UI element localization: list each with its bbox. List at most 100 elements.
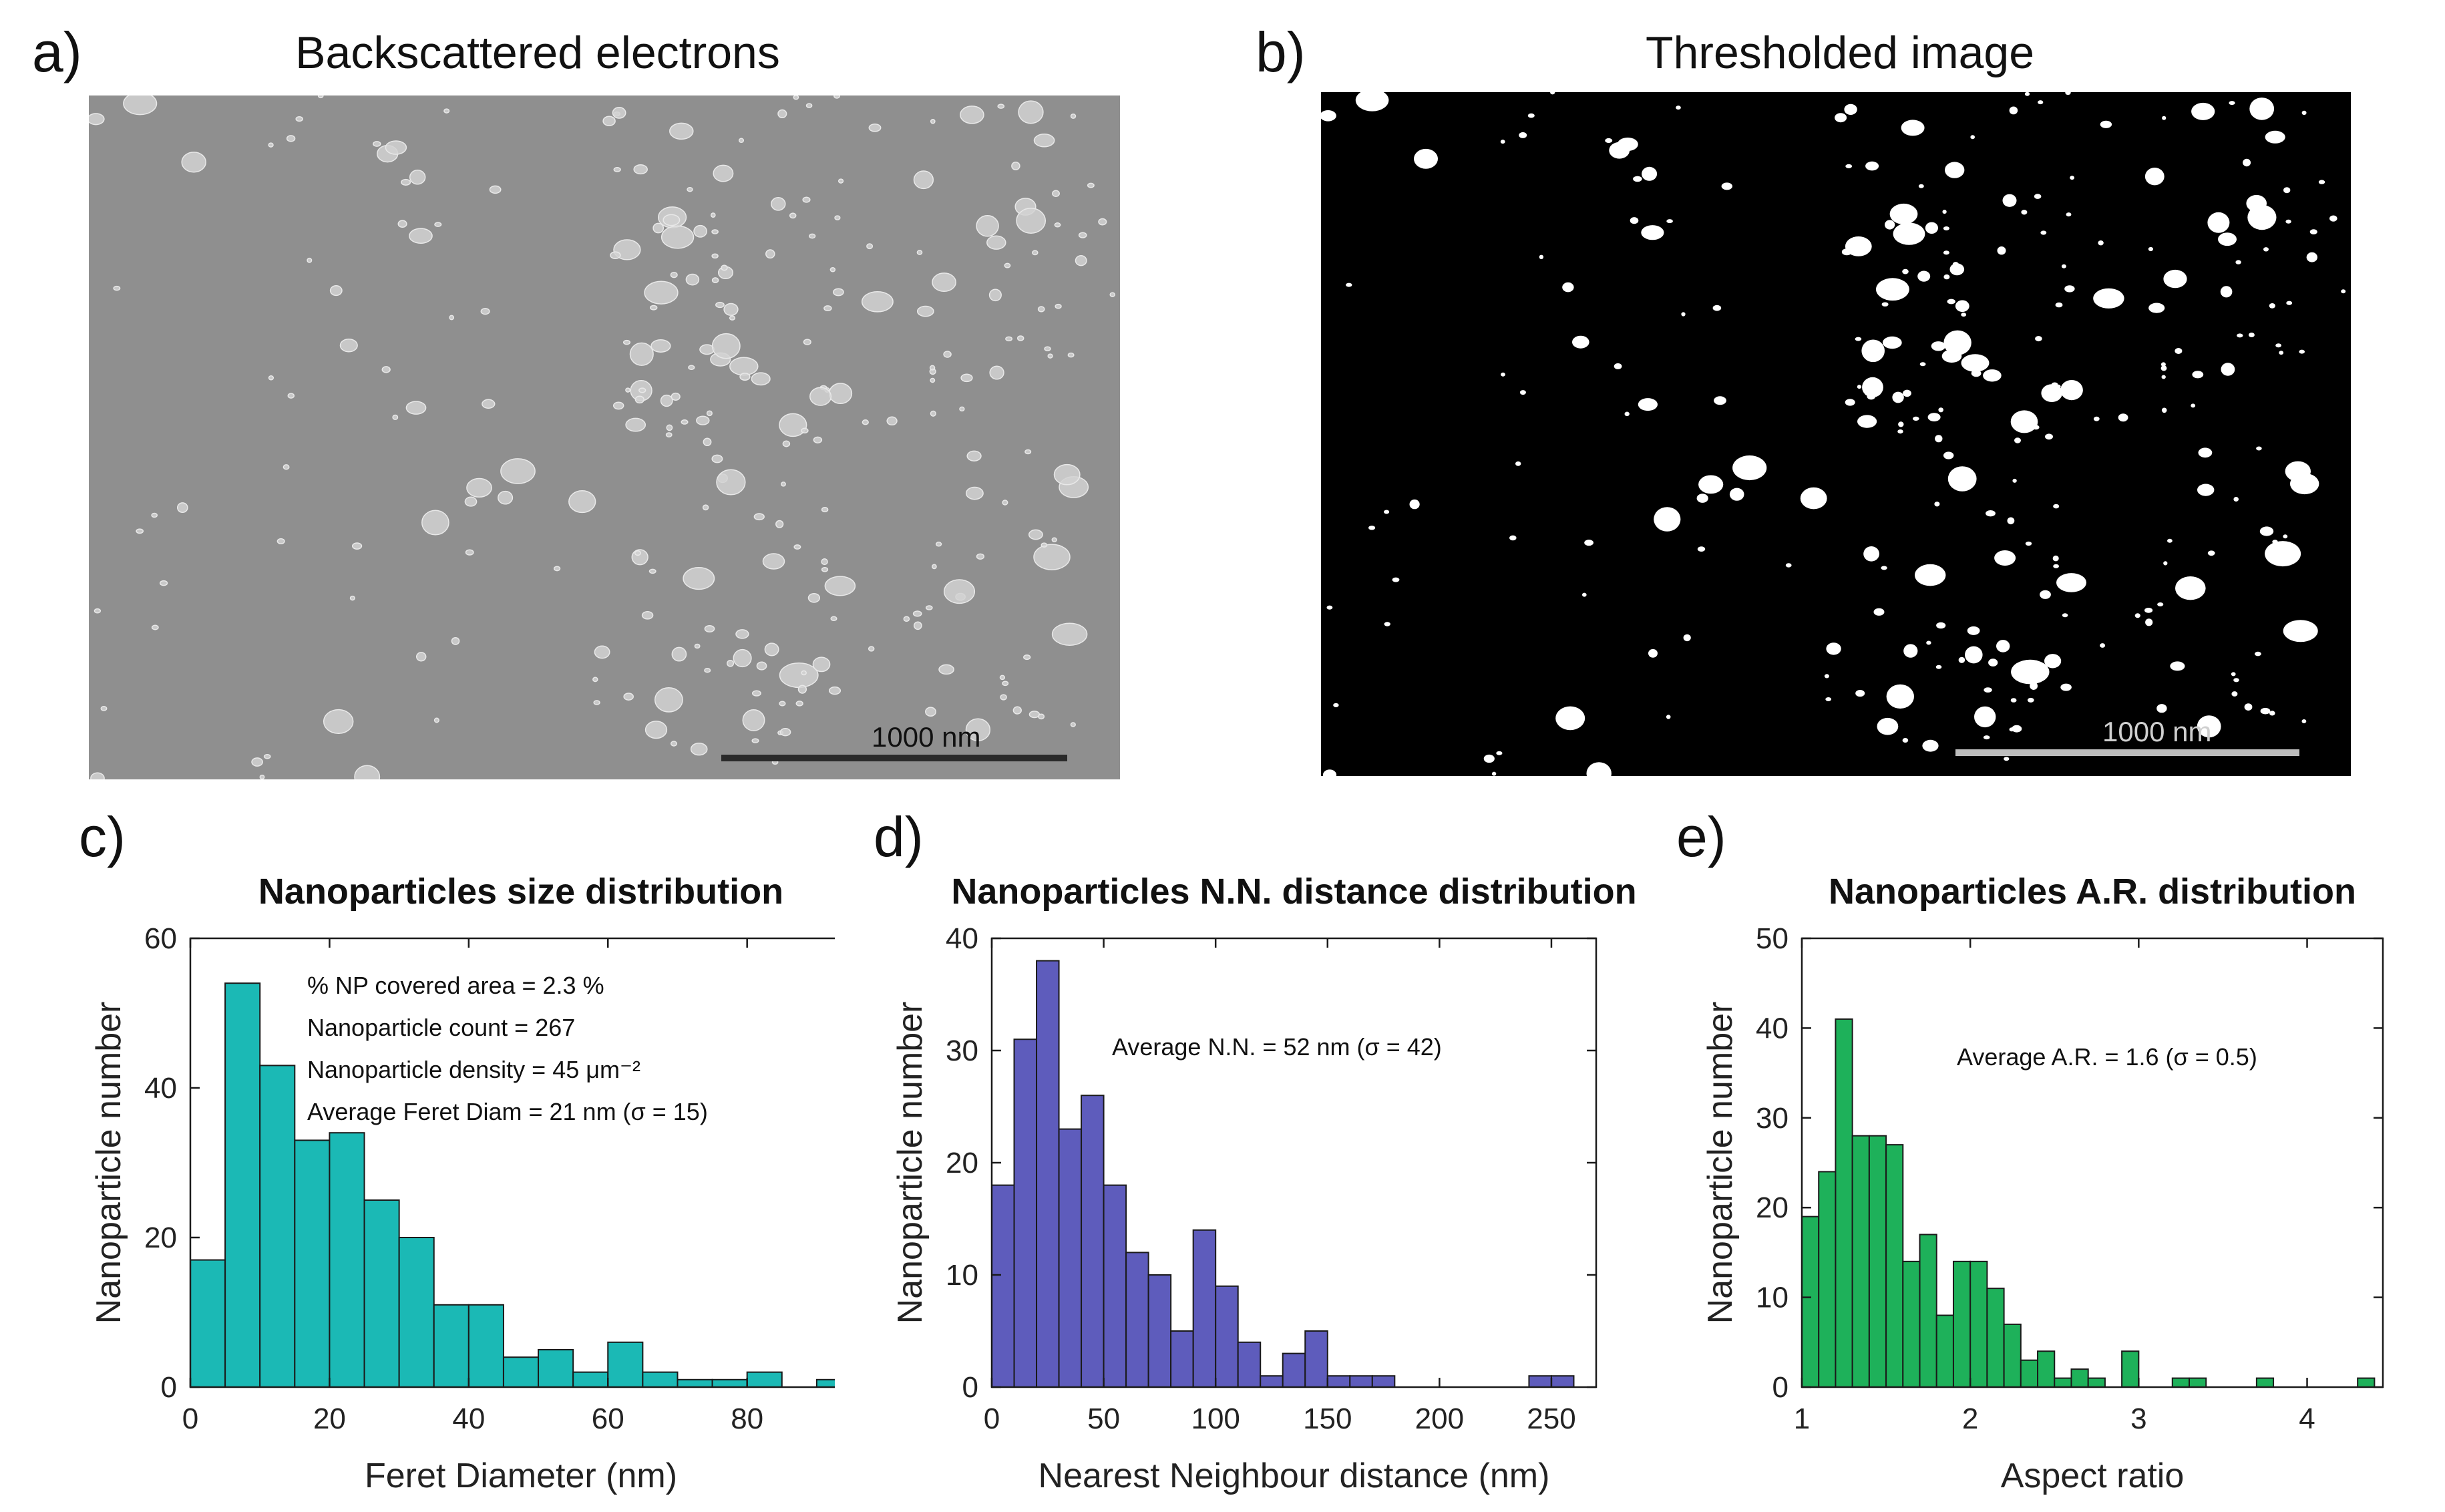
particle [1642, 166, 1658, 181]
particle [1519, 390, 1526, 395]
particle [795, 701, 803, 707]
particle [1931, 341, 1946, 351]
histogram-bar [1326, 1375, 1351, 1388]
particle [777, 109, 787, 119]
particle [443, 108, 450, 114]
particle [650, 339, 671, 353]
x-tick-label: 1 [1794, 1402, 1810, 1435]
histogram-bar [2255, 1377, 2275, 1388]
particle [2198, 447, 2213, 458]
histogram-bar [2087, 1377, 2106, 1388]
x-tick-label: 0 [984, 1402, 1000, 1435]
particle [1913, 416, 1919, 421]
particle [2167, 538, 2173, 543]
particle [397, 220, 407, 228]
particle [434, 222, 442, 227]
particle [1012, 706, 1022, 715]
sem-scale-bar-label: 1000 nm [872, 721, 981, 753]
particle [797, 685, 807, 694]
panel-d-label: d) [874, 805, 924, 868]
particle [2044, 654, 2062, 669]
particle [2301, 719, 2307, 723]
particle [2265, 541, 2301, 567]
nn-distance-chart: Nanoparticles N.N. distance distribution… [891, 872, 1637, 1495]
particle [1638, 398, 1658, 411]
particle [381, 366, 391, 373]
particle [903, 616, 910, 622]
particle [602, 116, 616, 126]
particle [2243, 158, 2251, 167]
particle [2272, 540, 2278, 544]
chart-title: Nanoparticles A.R. distribution [1829, 872, 2356, 912]
histogram-bar [1550, 1375, 1575, 1388]
particle [480, 308, 490, 315]
particle [623, 693, 634, 701]
particle [830, 616, 837, 622]
particle [1974, 706, 1996, 728]
particle [716, 469, 746, 496]
particle [1515, 461, 1521, 466]
particle [801, 670, 807, 676]
particle [373, 141, 381, 147]
particle [1902, 738, 1909, 743]
particle [1893, 222, 1925, 245]
particle [738, 138, 745, 144]
particle [2007, 517, 2015, 525]
particle [2260, 707, 2271, 715]
particle [812, 656, 831, 673]
particle [711, 277, 719, 284]
particle [634, 550, 642, 556]
particle [1047, 353, 1053, 359]
particle [929, 365, 936, 371]
particle [2025, 541, 2032, 546]
particle [916, 250, 923, 255]
particle [1996, 640, 2010, 652]
particle [1915, 564, 1946, 586]
particle [2012, 725, 2022, 733]
y-axis-label: Nanoparticle number [891, 1002, 930, 1324]
particle [932, 564, 937, 570]
particle [824, 576, 856, 596]
x-tick-label: 3 [2130, 1402, 2146, 1435]
particle [1729, 488, 1744, 501]
particle [610, 251, 621, 260]
particle [1983, 369, 2002, 382]
particle [2062, 613, 2068, 618]
particle [593, 700, 600, 705]
particle [711, 333, 741, 359]
y-axis-label: Nanoparticle number [89, 1002, 128, 1324]
particle [965, 718, 991, 741]
y-tick-label: 0 [161, 1371, 177, 1404]
particle [1901, 120, 1925, 136]
particle [1866, 547, 1873, 552]
particle [1483, 754, 1495, 763]
particle [2170, 661, 2185, 671]
particle [159, 580, 168, 586]
particle [1825, 697, 1832, 701]
particle [1676, 106, 1681, 110]
particle [1943, 274, 1950, 280]
threshold-image [1321, 92, 2351, 776]
particle [1947, 466, 1977, 492]
particle [829, 267, 836, 272]
y-axis-label: Nanoparticle number [1701, 1002, 1740, 1324]
particle [711, 229, 719, 234]
particle [1321, 110, 1336, 122]
particle [498, 490, 514, 505]
y-tick-label: 20 [144, 1221, 177, 1254]
particle [868, 646, 875, 652]
particle [694, 643, 701, 649]
particle [1002, 500, 1008, 506]
particle [1041, 542, 1048, 548]
particle [2235, 260, 2241, 264]
particle [1949, 263, 1965, 276]
x-tick-label: 4 [2299, 1402, 2315, 1435]
particle [409, 228, 433, 244]
particle [1322, 769, 1337, 776]
particle [2011, 659, 2050, 685]
particle [938, 664, 954, 675]
histogram-bar [2357, 1377, 2376, 1388]
particle [2052, 555, 2059, 562]
particle [1016, 208, 1047, 234]
particle [489, 185, 502, 194]
